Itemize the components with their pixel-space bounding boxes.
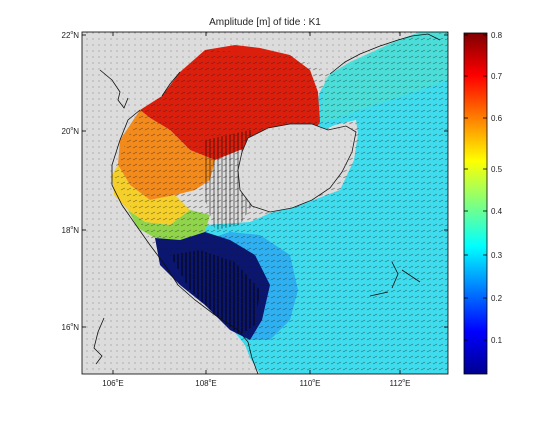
colorbar-tick-0.8: 0.8 <box>491 31 503 40</box>
y-tick-20: 20oN <box>62 126 80 136</box>
hainan-dots <box>238 124 356 212</box>
y-axis-ticks <box>82 34 448 328</box>
colorbar: 0.8 0.7 0.6 0.5 0.4 0.3 0.2 0.1 <box>463 31 503 375</box>
x-axis-ticks <box>112 32 401 374</box>
colorbar-tick-0.3: 0.3 <box>491 251 503 260</box>
map-axes: 106oE 108oE 110oE 112oE 22oN 20oN 18oN 1… <box>62 30 449 388</box>
colorbar-gradient <box>463 32 488 375</box>
colorbar-tick-0.2: 0.2 <box>491 294 503 303</box>
colorbar-tick-0.7: 0.7 <box>491 72 503 81</box>
colorbar-tick-0.5: 0.5 <box>491 165 503 174</box>
x-tick-110: 110oE <box>300 378 321 388</box>
island-cluster <box>369 261 421 297</box>
x-tick-112: 112oE <box>390 378 411 388</box>
colorbar-tick-0.6: 0.6 <box>491 114 503 123</box>
y-tick-16: 16oN <box>62 322 80 332</box>
colorbar-tick-0.4: 0.4 <box>491 207 503 216</box>
y-tick-22: 22oN <box>62 30 80 40</box>
colorbar-ticks <box>464 34 487 341</box>
y-tick-18: 18oN <box>62 225 80 235</box>
coastline <box>93 33 441 374</box>
axes-frame <box>81 31 449 375</box>
x-tick-108: 108oE <box>195 378 216 388</box>
x-tick-106: 106oE <box>102 378 123 388</box>
colorbar-tick-0.1: 0.1 <box>491 336 503 345</box>
chart-title: Amplitude [m] of tide : K1 <box>209 17 321 28</box>
